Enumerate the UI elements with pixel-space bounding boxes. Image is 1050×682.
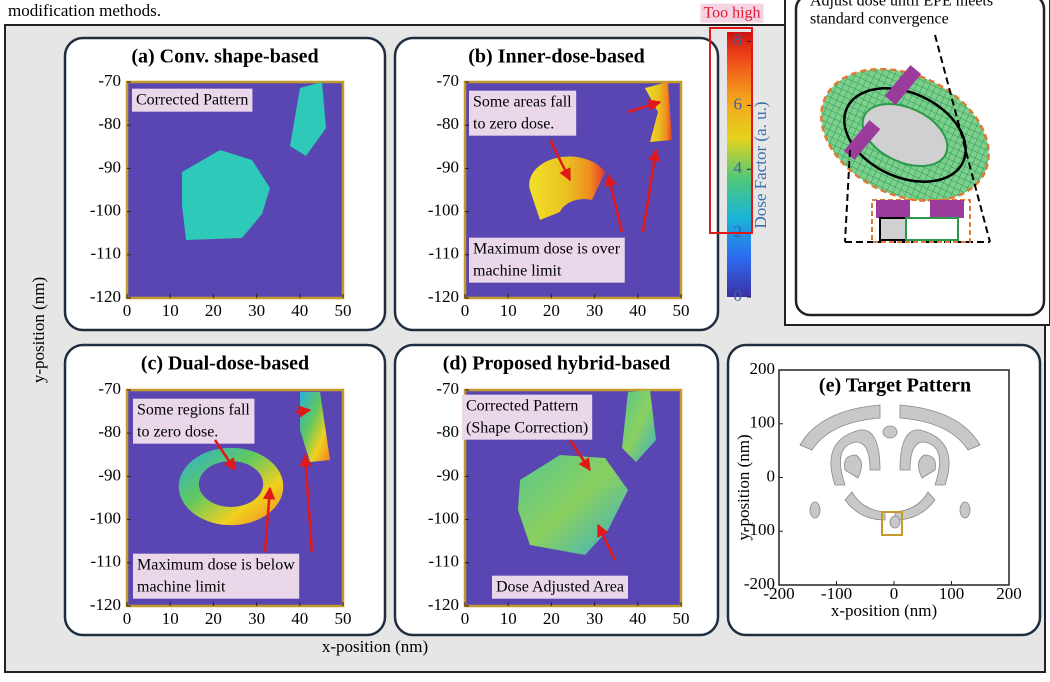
colorbar-label: Dose Factor (a. u.): [751, 102, 770, 229]
x-tick-label: 20: [205, 609, 222, 628]
panel-title: (a) Conv. shape-based: [131, 46, 318, 68]
x-tick-label: 20: [543, 301, 560, 320]
x-tick-label: 0: [461, 301, 470, 320]
target-shape: [810, 502, 820, 518]
x-tick-label: 0: [461, 609, 470, 628]
panel-title: (e) Target Pattern: [819, 375, 971, 397]
y-tick-label: -100: [428, 509, 459, 528]
colorbar-tick-label: 6: [734, 94, 743, 113]
annotation: (Shape Correction): [466, 420, 588, 437]
x-tick-label: 20: [543, 609, 560, 628]
y-tick-label: -70: [98, 379, 121, 398]
y-tick-label: -200: [744, 574, 775, 593]
y-tick-label: -120: [428, 595, 459, 614]
target-shape: [960, 502, 970, 518]
y-tick-label: -70: [436, 71, 459, 90]
y-tick-label: -90: [436, 157, 459, 176]
colorbar-tick-label: 0: [734, 286, 743, 305]
y-tick-label: -110: [90, 552, 121, 571]
y-tick-label: -80: [436, 422, 459, 441]
y-tick-label: -110: [90, 244, 121, 263]
too-high-label: Too high: [703, 5, 760, 22]
x-axis-label: x-position (nm): [322, 637, 428, 656]
y-tick-label: -80: [436, 114, 459, 133]
y-tick-label: -120: [90, 287, 121, 306]
y-tick-label: -100: [90, 201, 121, 220]
x-tick-label: 50: [673, 301, 690, 320]
annotation: machine limit: [473, 263, 562, 280]
annotation: to zero dose.: [137, 424, 218, 441]
y-tick-label: -70: [436, 379, 459, 398]
x-tick-label: 100: [939, 584, 965, 603]
annotation: Dose Adjusted Area: [496, 579, 624, 596]
panel-title: (c) Dual-dose-based: [141, 353, 309, 375]
x-tick-label: 40: [291, 609, 308, 628]
y-tick-label: -90: [436, 465, 459, 484]
x-tick-label: 40: [629, 609, 646, 628]
annotation: Some areas fall: [473, 94, 572, 111]
colorbar-tick-label: 2: [734, 222, 743, 241]
x-tick-label: 0: [123, 301, 132, 320]
y-tick-label: -70: [98, 71, 121, 90]
x-tick-label: 40: [291, 301, 308, 320]
caption: modification methods.: [8, 1, 161, 20]
y-tick-label: -110: [428, 552, 459, 571]
y-tick-label: -80: [98, 114, 121, 133]
y-tick-label: -80: [98, 422, 121, 441]
x-tick-label: 30: [248, 609, 265, 628]
y-axis-label: y-position (nm): [29, 277, 48, 383]
annotation: machine limit: [137, 579, 226, 596]
x-tick-label: 50: [335, 609, 352, 628]
x-tick-label: 10: [500, 301, 517, 320]
annotation: Corrected Pattern: [136, 92, 248, 109]
plot-area: [779, 370, 1009, 585]
x-tick-label: 50: [673, 609, 690, 628]
x-tick-label: 50: [335, 301, 352, 320]
x-tick-label: 30: [586, 609, 603, 628]
annotation: Corrected Pattern: [466, 398, 578, 415]
y-tick-label: 0: [767, 466, 776, 485]
x-tick-label: 10: [162, 301, 179, 320]
x-tick-label: 200: [996, 584, 1022, 603]
y-tick-label: -120: [428, 287, 459, 306]
inset-text: Adjust dose until EPE meets: [810, 0, 993, 10]
annotation: Maximum dose is over: [473, 241, 621, 258]
y-tick-label: -90: [98, 465, 121, 484]
colorbar-tick-label: 8: [734, 30, 743, 49]
panel-title: (d) Proposed hybrid-based: [443, 353, 670, 375]
annotation: to zero dose.: [473, 116, 554, 133]
inset-text: standard convergence: [810, 11, 949, 28]
colorbar-tick-label: 4: [734, 158, 743, 177]
x-tick-label: 20: [205, 301, 222, 320]
x-tick-label: 10: [500, 609, 517, 628]
panel-title: (b) Inner-dose-based: [468, 46, 645, 68]
x-tick-label: 40: [629, 301, 646, 320]
target-shape: [890, 516, 900, 528]
y-tick-label: -90: [98, 157, 121, 176]
y-tick-label: -110: [428, 244, 459, 263]
x-tick-label: 30: [248, 301, 265, 320]
y-tick-label: -100: [90, 509, 121, 528]
x-tick-label: 0: [123, 609, 132, 628]
x-tick-label: 10: [162, 609, 179, 628]
figure: modification methods. Adjust dose until …: [0, 0, 1050, 677]
y-tick-label: -100: [428, 201, 459, 220]
y-tick-label: -120: [90, 595, 121, 614]
annotation: Some regions fall: [137, 402, 250, 419]
annotation: Maximum dose is below: [137, 557, 295, 574]
y-tick-label: 200: [750, 359, 776, 378]
x-axis-label: x-position (nm): [831, 601, 937, 620]
y-tick-label: 100: [750, 413, 776, 432]
target-shape: [883, 426, 897, 438]
y-axis-label: y-position (nm): [734, 434, 753, 540]
x-tick-label: 30: [586, 301, 603, 320]
